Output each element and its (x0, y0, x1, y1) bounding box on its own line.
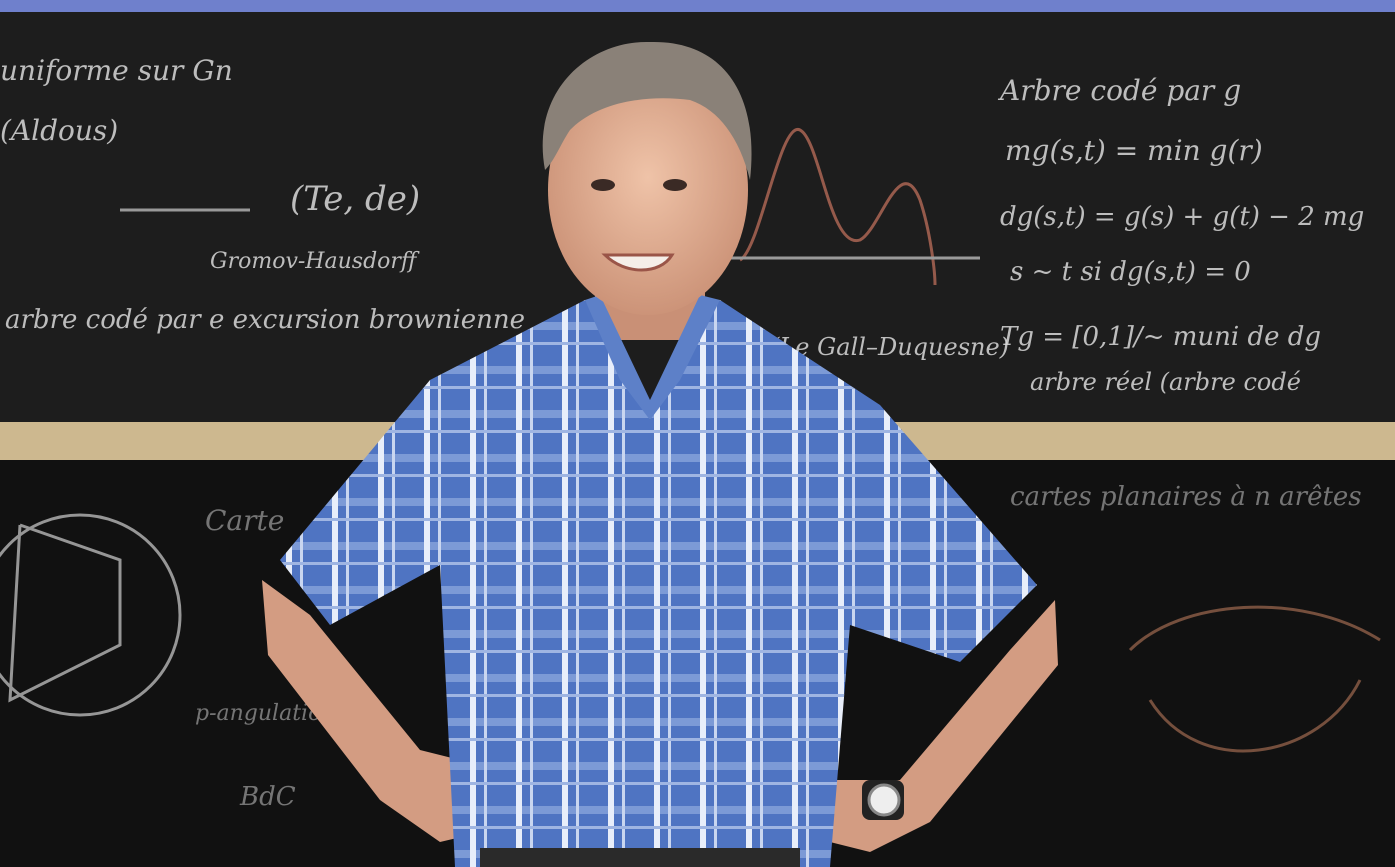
shirt (280, 300, 1037, 867)
chalk-text: uniforme sur Gn (0, 54, 233, 87)
chalk-text: (Le Gall–Duquesne) (770, 333, 1009, 361)
face (548, 65, 748, 315)
hair (542, 41, 752, 180)
chalk-text: Arbre codé par g (997, 74, 1241, 107)
person (262, 41, 1058, 867)
chalk-text: (Te, de) (290, 179, 420, 219)
chalk-text: Carte (205, 504, 284, 537)
chalk-drawings (0, 128, 1381, 753)
chalk-text: cartes planaires à n arêtes (1010, 482, 1362, 512)
chalk-text: Tg = [0,1]/~ muni de dg (1000, 322, 1321, 352)
smile (601, 253, 675, 272)
collar (585, 295, 720, 420)
chalk-text: Gromov-Hausdorff (210, 249, 420, 274)
eye (663, 179, 687, 191)
right-arm (790, 600, 1058, 852)
chalk-text: mg(s,t) = min g(r) (1005, 134, 1263, 167)
eye (591, 179, 615, 191)
watch (867, 783, 901, 817)
chalk-text: dg(s,t) = g(s) + g(t) − 2 mg (1000, 202, 1364, 232)
chalk-text: arbre réel (arbre codé (1030, 368, 1301, 396)
chalk-text: arbre codé par e excursion brownienne (5, 305, 525, 335)
chalk-text: (Aldous) (0, 114, 118, 147)
top-bar (0, 0, 1395, 12)
chalk-text: s ~ t si dg(s,t) = 0 (1010, 257, 1251, 287)
belt (480, 848, 800, 867)
board-text: uniforme sur Gn (Aldous) (Te, de) Gromov-Ha… (0, 54, 1364, 812)
chalk-text: BdC (239, 782, 296, 812)
